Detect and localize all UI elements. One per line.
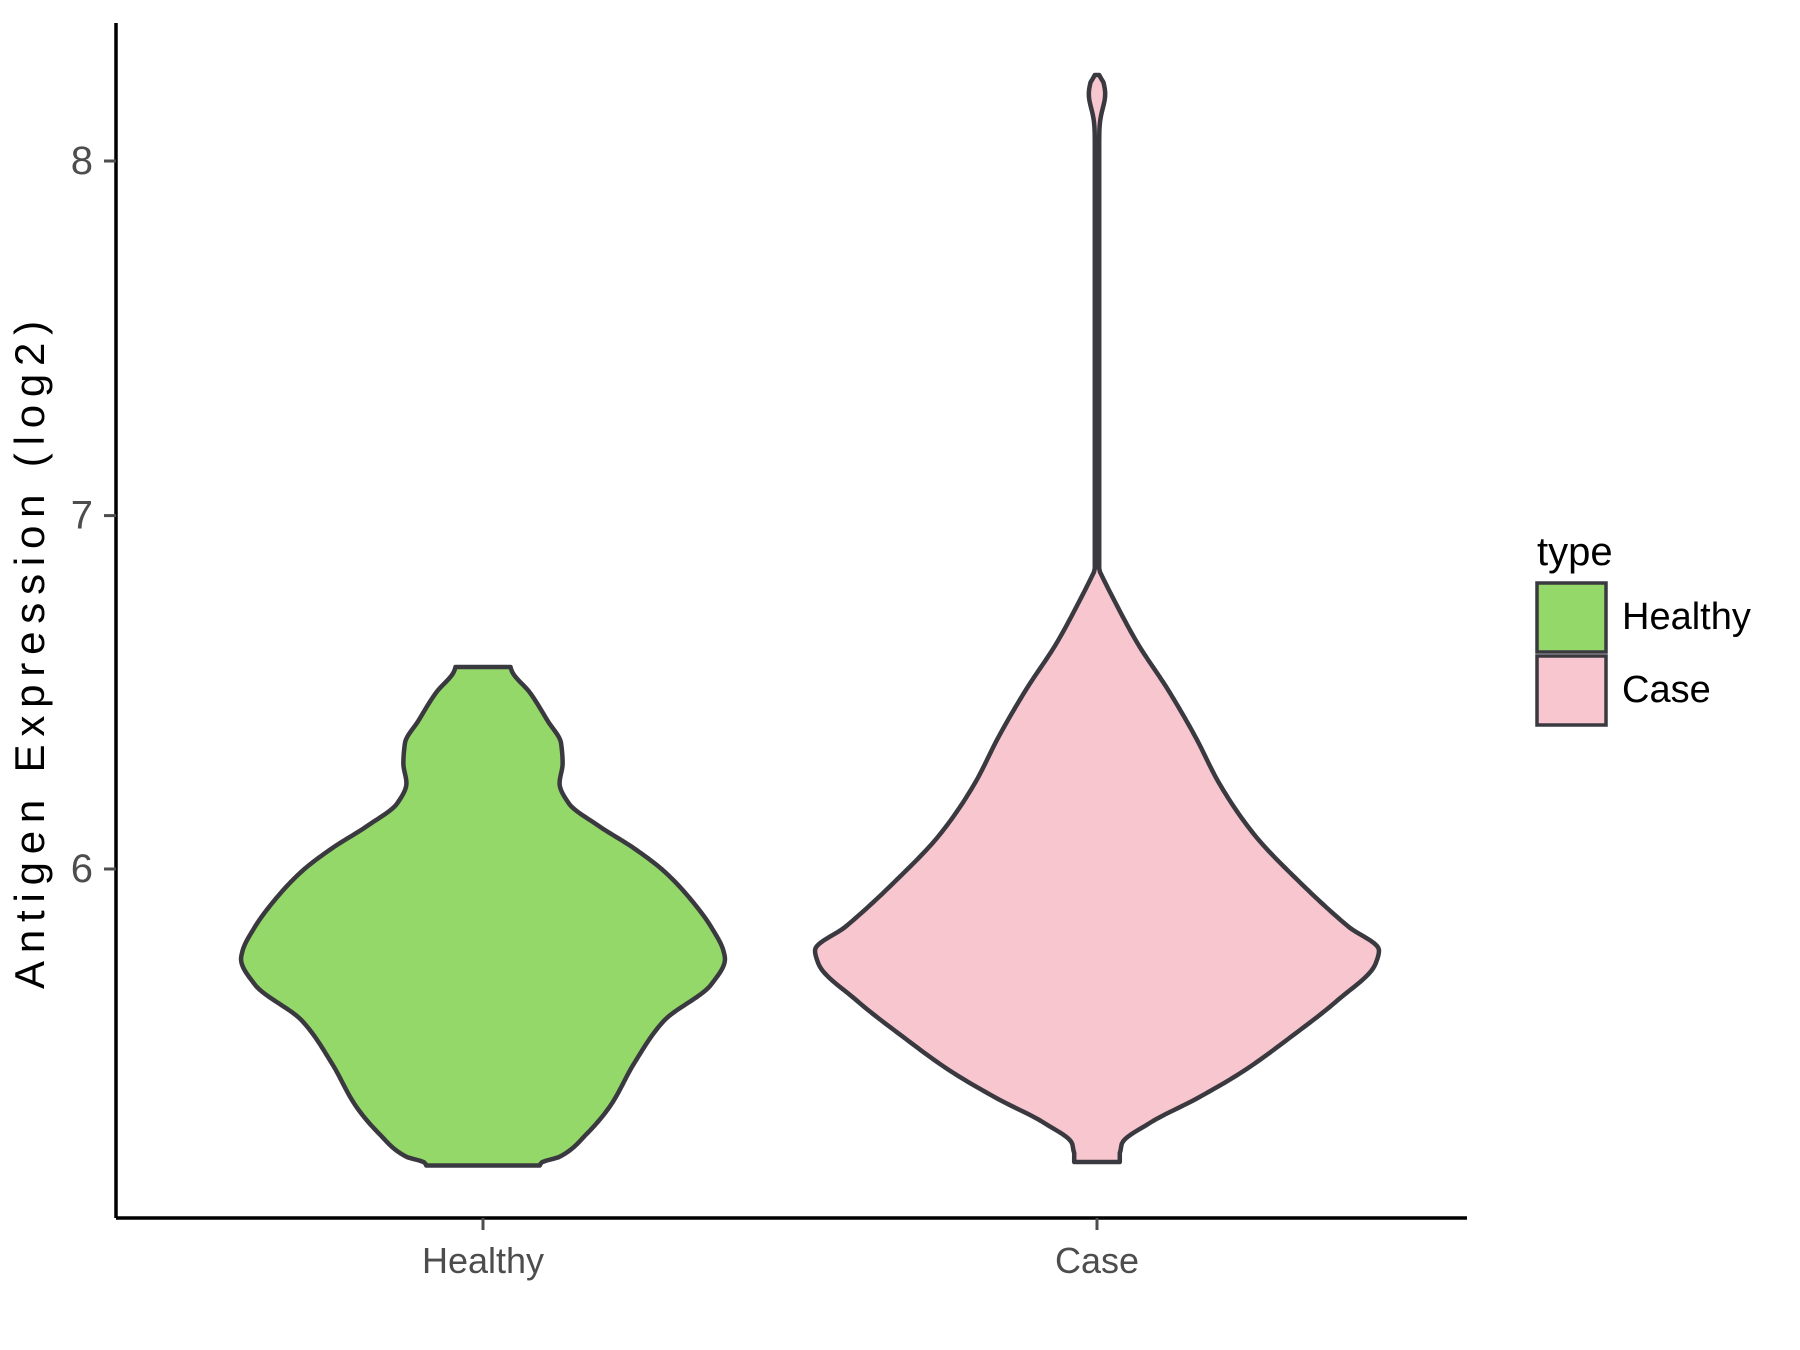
svg-text:8: 8 [71, 139, 93, 183]
svg-text:Case: Case [1622, 669, 1711, 711]
svg-text:Healthy: Healthy [422, 1240, 544, 1281]
svg-text:6: 6 [71, 847, 93, 891]
svg-text:Antigen Expression (log2): Antigen Expression (log2) [6, 313, 53, 989]
svg-text:type: type [1537, 530, 1613, 574]
svg-text:Case: Case [1055, 1240, 1139, 1281]
svg-text:7: 7 [71, 494, 93, 538]
svg-text:Healthy: Healthy [1622, 596, 1751, 638]
